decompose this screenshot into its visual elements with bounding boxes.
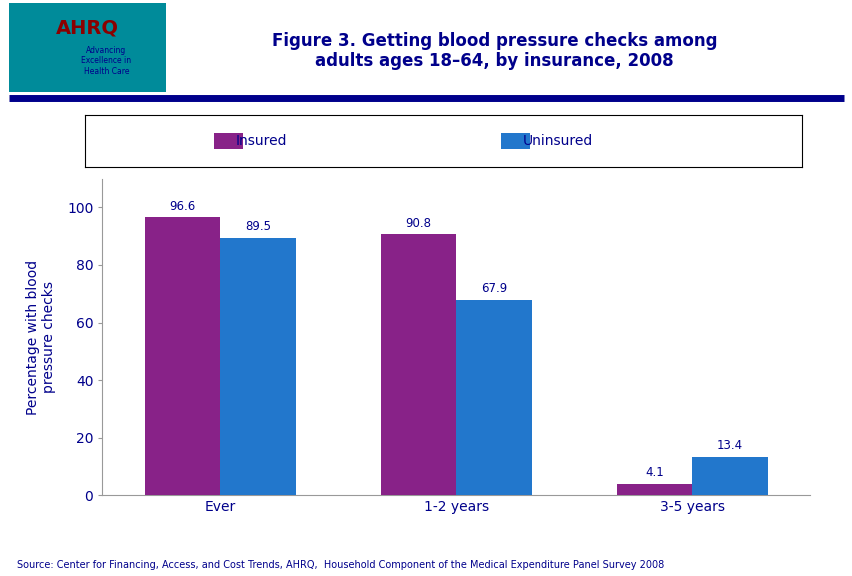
Bar <box>220 237 296 495</box>
Bar <box>214 134 243 149</box>
Bar <box>500 134 529 149</box>
Text: 90.8: 90.8 <box>405 217 431 229</box>
Text: Advancing
Excellence in
Health Care: Advancing Excellence in Health Care <box>81 46 131 76</box>
Text: 13.4: 13.4 <box>717 439 742 453</box>
Y-axis label: Percentage with blood
pressure checks: Percentage with blood pressure checks <box>26 259 55 415</box>
Bar <box>456 300 532 495</box>
Bar <box>616 484 692 495</box>
Text: 96.6: 96.6 <box>170 200 195 213</box>
Text: Figure 3. Getting blood pressure checks among
adults ages 18–64, by insurance, 2: Figure 3. Getting blood pressure checks … <box>272 32 717 70</box>
Text: Uninsured: Uninsured <box>521 134 592 148</box>
Text: Insured: Insured <box>235 134 287 148</box>
Text: 89.5: 89.5 <box>245 220 271 233</box>
Bar <box>380 234 456 495</box>
Text: Source: Center for Financing, Access, and Cost Trends, AHRQ,  Household Componen: Source: Center for Financing, Access, an… <box>17 560 664 570</box>
Text: 67.9: 67.9 <box>481 282 507 295</box>
Text: 4.1: 4.1 <box>644 466 663 479</box>
Text: AHRQ: AHRQ <box>56 18 118 37</box>
Bar <box>692 457 767 495</box>
Bar <box>145 217 220 495</box>
